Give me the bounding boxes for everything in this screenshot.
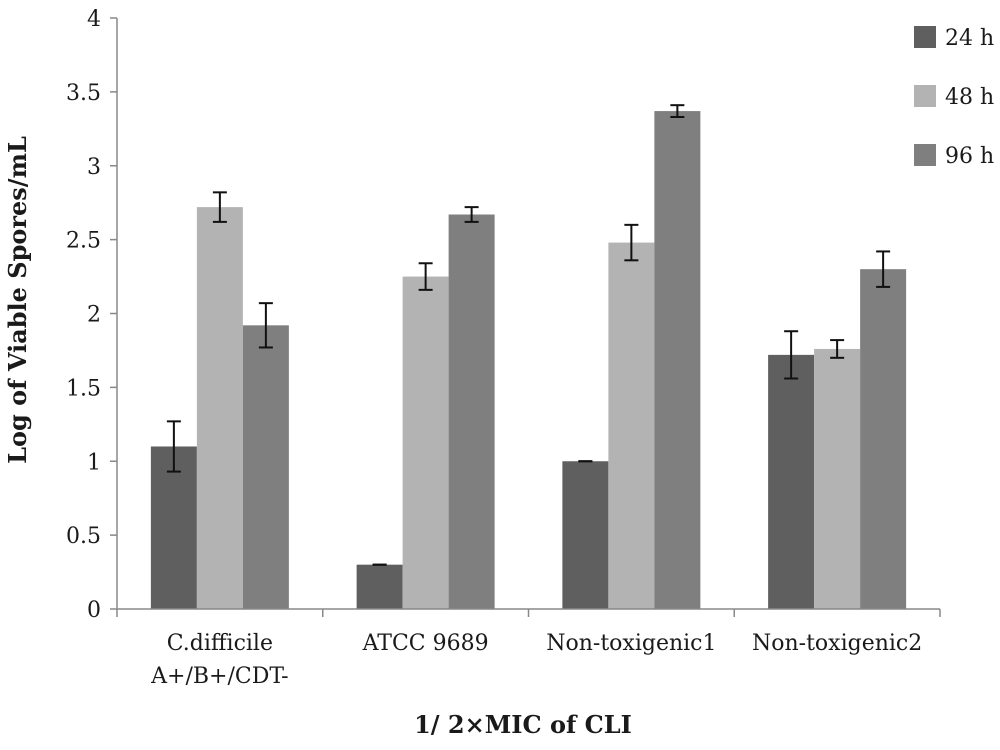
bars-group [150,111,907,610]
x-category-label: Non-toxigenic2 [752,631,922,656]
y-tick-label: 2.5 [66,229,101,254]
x-category-label: C.difficile [167,631,273,656]
bar [562,461,609,609]
bar [860,269,907,609]
x-axis-title: 1/ 2×MIC of CLI [414,710,632,739]
legend-swatch [914,26,936,48]
x-category-label: Non-toxigenic1 [546,631,716,656]
x-category-label: ATCC 9689 [362,631,489,656]
bar [448,214,495,609]
y-tick-label: 0 [87,598,101,623]
y-tick-label: 0.5 [66,524,101,549]
y-tick-label: 3 [87,155,101,180]
bar [242,325,289,609]
bar [654,111,701,610]
legend-label: 48 h [945,85,994,110]
y-tick-label: 3.5 [66,81,101,106]
y-axis-ticks: 0 0.5 1 1.5 2 2.5 3 3.5 4 [66,7,117,623]
legend-swatch [914,85,936,107]
bar [402,276,449,609]
y-tick-label: 1 [87,450,101,475]
bar [196,207,243,609]
x-axis-ticks: C.difficile A+/B+/CDT- ATCC 9689 Non-toxige… [116,609,941,689]
legend: 24 h 48 h 96 h [914,26,994,169]
bar [814,348,861,609]
error-bars-group [166,104,891,566]
bar [356,564,403,609]
y-tick-label: 4 [87,7,101,32]
y-tick-label: 2 [87,303,101,328]
x-category-label: A+/B+/CDT- [150,664,289,689]
y-axis-title: Log of Viable Spores/mL [3,136,32,464]
bar [150,446,197,609]
legend-swatch [914,144,936,166]
bar [608,242,655,609]
bar [768,354,815,609]
legend-label: 96 h [945,144,994,169]
legend-label: 24 h [945,26,994,51]
y-tick-label: 1.5 [66,376,101,401]
